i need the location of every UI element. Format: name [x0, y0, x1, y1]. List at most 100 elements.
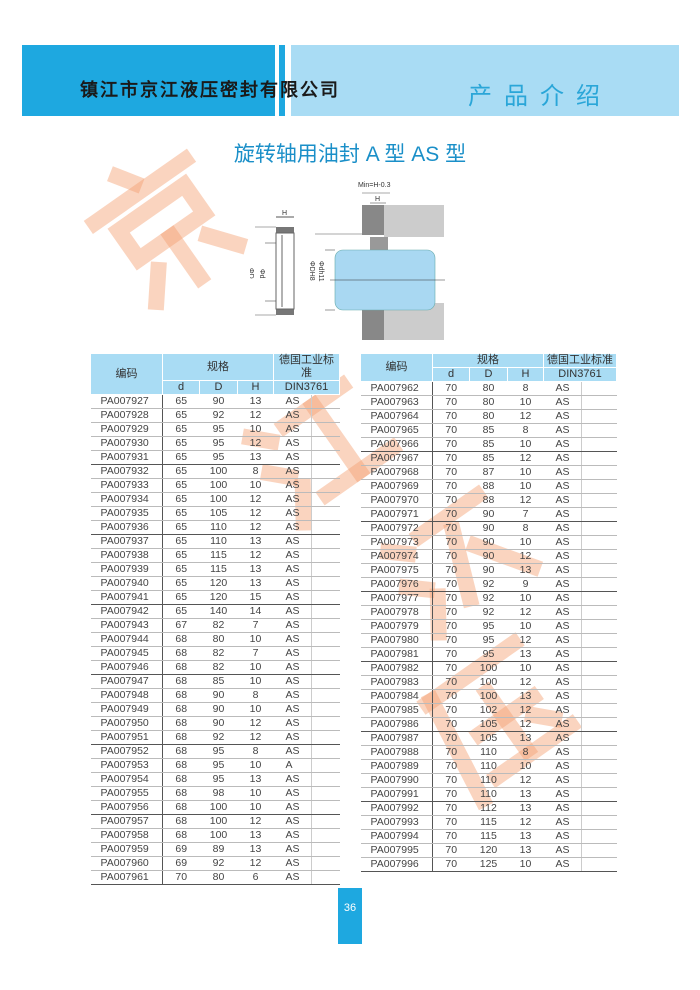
table-row: PA007972 70 90 8 AS	[360, 521, 617, 536]
cell-d: 65	[162, 548, 200, 563]
cell-standard: A	[273, 758, 312, 773]
cell-D: 85	[199, 674, 238, 689]
cell-d: 68	[162, 688, 200, 703]
table-row: PA007959 69 89 13 AS	[90, 842, 340, 857]
cell-H: 10	[237, 674, 274, 689]
cell-d: 70	[432, 661, 470, 676]
cell-d: 70	[432, 647, 470, 662]
cell-D: 90	[469, 507, 508, 522]
table-row: PA007934 65 100 12 AS	[90, 492, 340, 507]
table-row: PA007970 70 88 12 AS	[360, 493, 617, 508]
cell-blank	[581, 549, 617, 564]
spec-table-left: 编码 规格 德国工业标准 d D H DIN3761 PA007927 65 90 13…	[90, 353, 340, 885]
cell-code: PA007947	[90, 674, 163, 689]
cell-H: 12	[237, 492, 274, 507]
cell-d: 70	[432, 689, 470, 704]
cell-blank	[311, 422, 340, 437]
cell-H: 12	[507, 703, 544, 718]
cell-d: 70	[432, 451, 470, 466]
cell-standard: AS	[273, 730, 312, 745]
cell-H: 8	[507, 521, 544, 536]
table-row: PA007990 70 110 12 AS	[360, 773, 617, 788]
cell-d: 65	[162, 562, 200, 577]
cell-H: 7	[237, 618, 274, 633]
cell-D: 90	[469, 563, 508, 578]
cell-code: PA007984	[360, 689, 433, 704]
table-row: PA007930 65 95 12 AS	[90, 436, 340, 451]
cell-blank	[581, 507, 617, 522]
cell-blank	[311, 520, 340, 535]
cell-blank	[311, 786, 340, 801]
table-row: PA007939 65 115 13 AS	[90, 562, 340, 577]
cell-d: 65	[162, 576, 200, 591]
cell-D: 92	[469, 591, 508, 606]
cell-H: 13	[507, 689, 544, 704]
cell-D: 90	[469, 549, 508, 564]
cell-standard: AS	[543, 675, 582, 690]
cell-standard: AS	[543, 465, 582, 480]
cell-D: 88	[469, 479, 508, 494]
cell-code: PA007945	[90, 646, 163, 661]
cell-blank	[581, 661, 617, 676]
cell-code: PA007991	[360, 787, 433, 802]
cell-H: 9	[507, 577, 544, 592]
cell-H: 8	[507, 745, 544, 760]
cell-d: 65	[162, 436, 200, 451]
cell-blank	[311, 744, 340, 759]
cell-code: PA007935	[90, 506, 163, 521]
cell-blank	[581, 395, 617, 410]
cell-standard: AS	[273, 646, 312, 661]
cell-code: PA007949	[90, 702, 163, 717]
cell-D: 110	[469, 745, 508, 760]
cell-D: 110	[199, 534, 238, 549]
cell-D: 125	[469, 857, 508, 872]
cell-code: PA007992	[360, 801, 433, 816]
cell-code: PA007989	[360, 759, 433, 774]
cell-D: 95	[469, 633, 508, 648]
cell-blank	[581, 675, 617, 690]
cell-code: PA007959	[90, 842, 163, 857]
cell-code: PA007965	[360, 423, 433, 438]
cell-d: 65	[162, 478, 200, 493]
cell-code: PA007939	[90, 562, 163, 577]
table-row: PA007965 70 85 8 AS	[360, 423, 617, 438]
cell-H: 13	[237, 394, 274, 409]
cell-standard: AS	[543, 703, 582, 718]
cell-standard: AS	[543, 479, 582, 494]
cell-D: 100	[469, 675, 508, 690]
cell-standard: AS	[273, 590, 312, 605]
cell-H: 15	[237, 590, 274, 605]
cell-H: 12	[507, 549, 544, 564]
header-code: 编码	[90, 353, 163, 395]
table-row: PA007982 70 100 10 AS	[360, 661, 617, 676]
cell-standard: AS	[543, 451, 582, 466]
cell-H: 10	[507, 661, 544, 676]
cell-standard: AS	[543, 843, 582, 858]
cell-code: PA007927	[90, 394, 163, 409]
cell-code: PA007937	[90, 534, 163, 549]
cell-D: 95	[199, 758, 238, 773]
cell-H: 10	[507, 395, 544, 410]
cell-code: PA007977	[360, 591, 433, 606]
cell-D: 105	[469, 731, 508, 746]
cell-standard: AS	[273, 856, 312, 871]
cell-standard: AS	[273, 828, 312, 843]
table-row: PA007957 68 100 12 AS	[90, 814, 340, 829]
table-row: PA007980 70 95 12 AS	[360, 633, 617, 648]
cell-blank	[581, 647, 617, 662]
cell-D: 105	[469, 717, 508, 732]
cell-H: 12	[507, 633, 544, 648]
cell-code: PA007940	[90, 576, 163, 591]
table-row: PA007962 70 80 8 AS	[360, 381, 617, 396]
table-row: PA007929 65 95 10 AS	[90, 422, 340, 437]
seal-diagram: H ΦD Φd Min=H-0.3 H ΦDH8 Φdh11	[250, 182, 445, 340]
cell-D: 100	[199, 828, 238, 843]
cell-standard: AS	[543, 661, 582, 676]
cell-D: 100	[469, 661, 508, 676]
cell-d: 69	[162, 856, 200, 871]
cell-code: PA007986	[360, 717, 433, 732]
cell-D: 89	[199, 842, 238, 857]
table-row: PA007976 70 92 9 AS	[360, 577, 617, 592]
cell-standard: AS	[273, 744, 312, 759]
label-h: H	[282, 210, 287, 217]
